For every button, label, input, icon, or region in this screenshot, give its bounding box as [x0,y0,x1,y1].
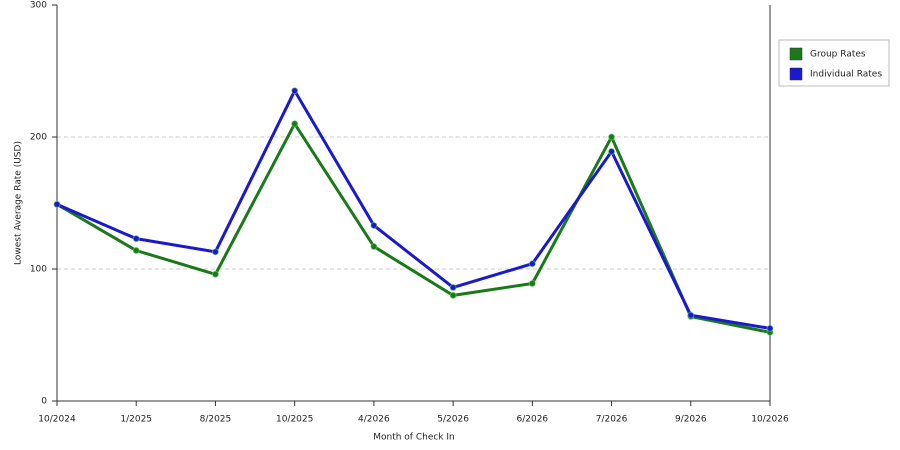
series-line [56,87,771,330]
point [291,87,299,95]
x-tick-label: 10/2025 [276,415,313,425]
y-tick-label: 0 [41,397,47,407]
x-axis-label: Month of Check In [373,433,455,443]
point [608,148,616,156]
point [53,200,61,208]
legend-swatch [789,67,803,81]
x-tick-label: 7/2026 [596,415,628,425]
x-tick-label: 9/2026 [675,415,707,425]
x-tick-label: 6/2026 [516,415,548,425]
point [687,311,695,319]
y-tick-label: 300 [30,1,47,11]
x-tick-label: 4/2026 [358,415,390,425]
point [449,291,457,299]
point [291,120,299,128]
point [132,247,140,255]
y-tick-label: 200 [30,133,47,143]
point [608,133,616,141]
point [370,221,378,229]
y-axis-label: Lowest Average Rate (USD) [14,141,24,265]
point [528,280,536,288]
legend-swatch [789,47,803,61]
point [449,283,457,291]
point [211,270,219,278]
legend-label: Group Rates [810,50,866,60]
point [211,248,219,256]
x-tick-label: 5/2026 [437,415,469,425]
legend-label: Individual Rates [810,70,882,80]
x-tick-label: 10/2026 [751,415,789,425]
x-tick-label: 10/2024 [38,415,76,425]
point [766,324,774,332]
x-tick-label: 1/2025 [120,415,152,425]
series-line [56,120,771,334]
point [370,243,378,251]
point [528,260,536,268]
x-tick-label: 8/2025 [200,415,232,425]
y-tick-label: 100 [30,265,47,275]
point [132,235,140,243]
